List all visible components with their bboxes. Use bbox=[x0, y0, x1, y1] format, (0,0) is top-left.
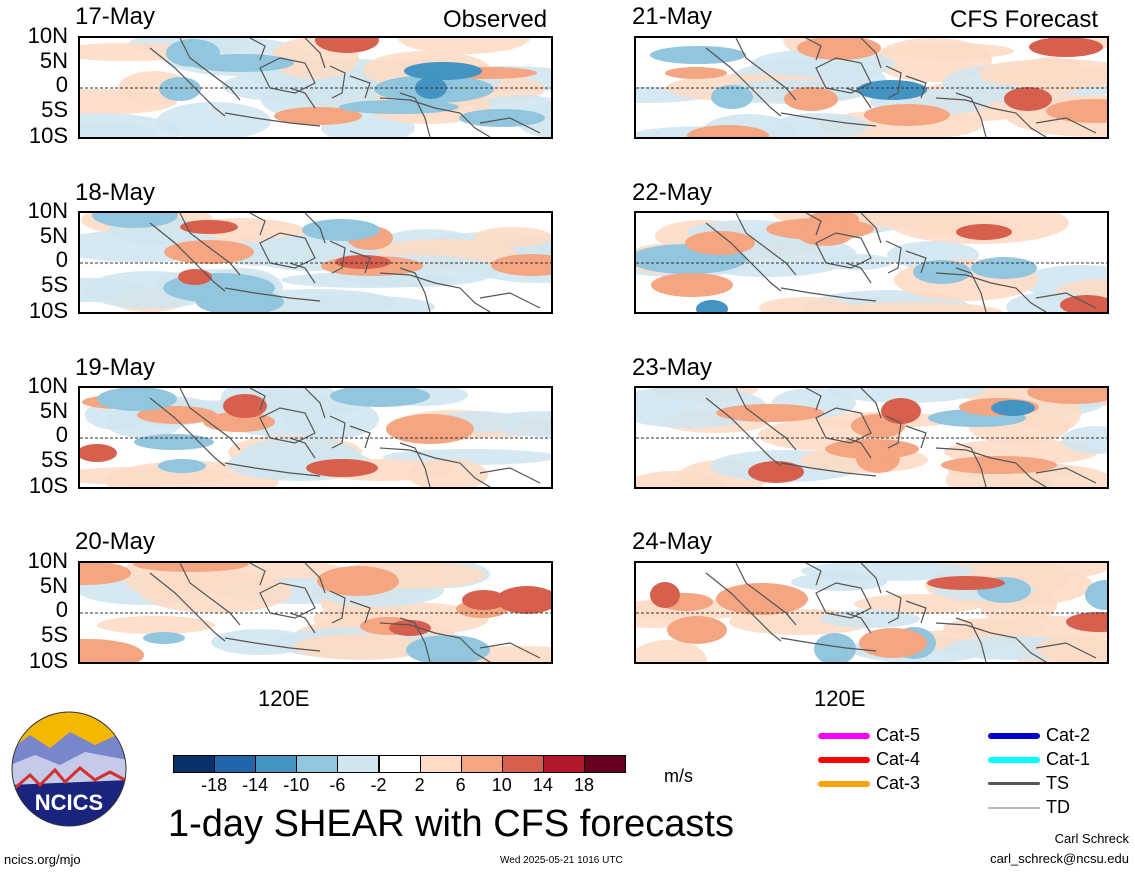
observed-header: Observed bbox=[443, 6, 548, 33]
colorbar-swatch bbox=[501, 755, 544, 773]
colorbar-tick-label: 10 bbox=[491, 775, 512, 795]
colorbar-tick-label: 14 bbox=[532, 775, 553, 795]
lat-label: 10S bbox=[28, 473, 68, 498]
lat-label: 5S bbox=[41, 272, 68, 297]
lat-label: 10S bbox=[28, 648, 68, 673]
shear-field bbox=[80, 563, 551, 662]
legend-line bbox=[988, 807, 1040, 809]
colorbar-swatch bbox=[542, 755, 585, 773]
lon-label: 120E bbox=[258, 686, 310, 711]
legend-line bbox=[818, 781, 870, 787]
lat-label: 0 bbox=[55, 597, 68, 622]
footer-author: Carl Schreck bbox=[1054, 831, 1129, 846]
lat-label: 0 bbox=[55, 72, 68, 97]
map-panel-forecast-3 bbox=[634, 386, 1109, 489]
lat-label: 5N bbox=[39, 48, 68, 73]
lat-label: 10S bbox=[28, 298, 68, 323]
legend-label: Cat-4 bbox=[876, 749, 921, 769]
footer-email: carl_schreck@ncsu.edu bbox=[990, 851, 1129, 866]
legend-line bbox=[988, 733, 1040, 739]
date-label: 21-May bbox=[632, 3, 713, 30]
legend-line bbox=[988, 782, 1040, 785]
map-panel-observed-1 bbox=[78, 36, 553, 139]
colorbar-tick-label: 2 bbox=[414, 775, 425, 795]
shear-field bbox=[636, 563, 1107, 662]
colorbar-tick-label: 18 bbox=[573, 775, 595, 795]
colorbar-tick-label: -2 bbox=[370, 775, 387, 795]
forecast-header: CFS Forecast bbox=[950, 6, 1099, 33]
shear-field bbox=[80, 388, 551, 487]
map-panel-observed-4 bbox=[78, 561, 553, 664]
footer-timestamp: Wed 2025-05-21 1016 UTC bbox=[500, 855, 623, 866]
ncics-logo: NCICS bbox=[10, 710, 128, 828]
shear-field bbox=[80, 38, 551, 137]
figure-title: 1-day SHEAR with CFS forecasts bbox=[168, 803, 734, 845]
date-label: 18-May bbox=[75, 179, 156, 206]
map-panel-forecast-1 bbox=[634, 36, 1109, 139]
colorbar-swatch bbox=[378, 755, 421, 773]
logo-text: NCICS bbox=[35, 790, 103, 815]
colorbar-swatch bbox=[255, 755, 298, 773]
legend-label: Cat-1 bbox=[1046, 749, 1091, 769]
colorbar-unit: m/s bbox=[664, 766, 693, 786]
legend-line bbox=[818, 757, 870, 763]
lat-label: 5S bbox=[41, 622, 68, 647]
lat-label: 10N bbox=[27, 23, 68, 48]
lat-label: 10N bbox=[27, 198, 68, 223]
lat-label: 0 bbox=[55, 247, 68, 272]
colorbar-swatch bbox=[214, 755, 257, 773]
colorbar-swatch bbox=[337, 755, 380, 773]
lat-label: 5N bbox=[39, 573, 68, 598]
lat-label: 10S bbox=[28, 123, 68, 148]
colorbar-swatch bbox=[419, 755, 462, 773]
date-label: 24-May bbox=[632, 528, 713, 555]
colorbar-tick-label: -6 bbox=[329, 775, 346, 795]
legend-label: TS bbox=[1046, 773, 1070, 793]
colorbar-swatch bbox=[173, 755, 216, 773]
date-label: 23-May bbox=[632, 354, 713, 381]
lat-label: 5S bbox=[41, 447, 68, 472]
date-label: 17-May bbox=[75, 3, 156, 30]
map-panel-forecast-4 bbox=[634, 561, 1109, 664]
shear-field bbox=[636, 38, 1107, 137]
map-panel-forecast-2 bbox=[634, 211, 1109, 314]
legend-line bbox=[988, 757, 1040, 763]
date-label: 22-May bbox=[632, 179, 713, 206]
legend-label: Cat-3 bbox=[876, 773, 921, 793]
shear-field bbox=[636, 213, 1107, 312]
legend-label: Cat-5 bbox=[876, 725, 921, 745]
legend-line bbox=[818, 733, 870, 739]
lat-label: 10N bbox=[27, 373, 68, 398]
lat-label: 10N bbox=[27, 548, 68, 573]
colorbar-swatch bbox=[460, 755, 503, 773]
colorbar-tick-label: -10 bbox=[283, 775, 310, 795]
legend-label: TD bbox=[1046, 797, 1070, 817]
legend-label: Cat-2 bbox=[1046, 725, 1091, 745]
colorbar-swatch bbox=[584, 755, 627, 773]
colorbar-tick-label: -14 bbox=[242, 775, 269, 795]
shear-field bbox=[636, 388, 1107, 487]
colorbar-swatch bbox=[296, 755, 339, 773]
lat-label: 5N bbox=[39, 398, 68, 423]
lat-label: 5S bbox=[41, 97, 68, 122]
date-label: 19-May bbox=[75, 354, 156, 381]
colorbar-tick-label: -18 bbox=[201, 775, 228, 795]
map-panel-observed-3 bbox=[78, 386, 553, 489]
shear-field bbox=[80, 213, 551, 312]
lon-label: 120E bbox=[814, 686, 866, 711]
footer-url: ncics.org/mjo bbox=[4, 852, 81, 867]
colorbar-tick-label: 6 bbox=[455, 775, 466, 795]
date-label: 20-May bbox=[75, 528, 156, 555]
lat-label: 0 bbox=[55, 422, 68, 447]
map-panel-observed-2 bbox=[78, 211, 553, 314]
lat-label: 5N bbox=[39, 223, 68, 248]
